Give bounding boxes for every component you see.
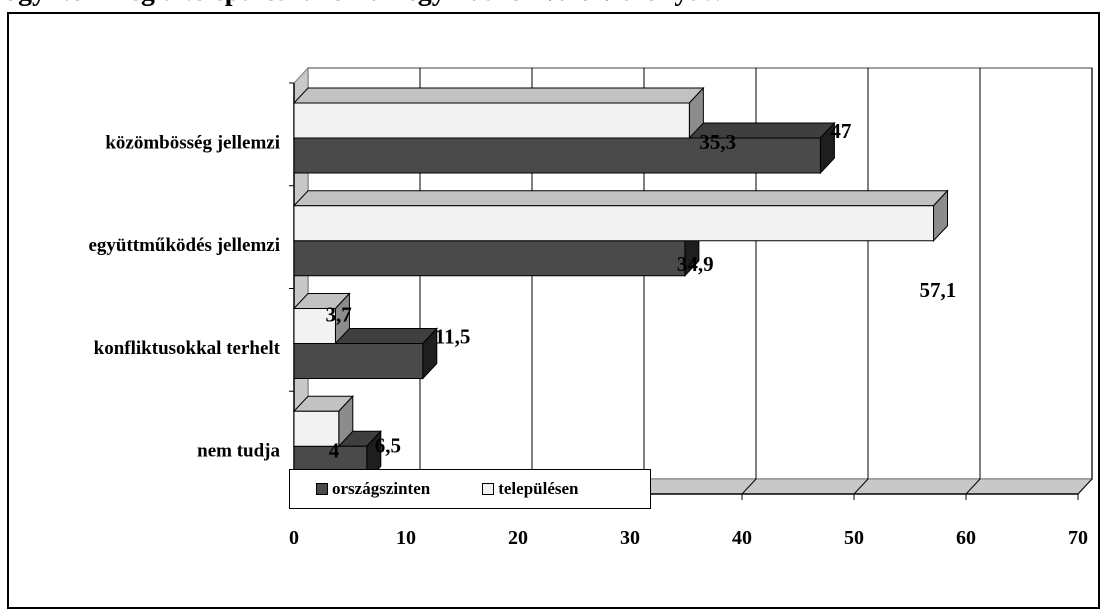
bar-top: [292, 190, 949, 207]
bar: [293, 205, 935, 242]
category-label: közömbösség jellemzi: [105, 132, 280, 153]
bar: [293, 308, 336, 344]
data-label: 34,9: [677, 252, 714, 276]
legend-item-orszagszinten: országszinten: [316, 479, 430, 499]
bar: [293, 343, 424, 379]
data-label: 35,3: [699, 130, 736, 154]
legend-item-telepulesen: településen: [482, 479, 579, 499]
x-tick-label: 50: [844, 527, 864, 549]
category-label: nem tudja: [197, 441, 280, 462]
category-label: konfliktusokkal terhelt: [94, 338, 281, 359]
floor-gridline: [853, 478, 869, 495]
x-tick-label: 20: [508, 527, 528, 549]
x-tick-label: 70: [1068, 527, 1088, 549]
floor-gridline: [1077, 478, 1093, 495]
data-label: 57,1: [920, 278, 957, 302]
bar: [293, 240, 686, 277]
page-title: ogy ítéli meg a település lakóinak egymá…: [4, 0, 726, 8]
floor-gridline: [741, 478, 757, 495]
x-tick-label: 40: [732, 527, 752, 549]
legend-label-telepulesen: településen: [498, 479, 579, 498]
legend-label-orszagszinten: országszinten: [332, 479, 431, 498]
data-label: 3,7: [325, 303, 351, 327]
legend-swatch-telepulesen: [482, 483, 495, 495]
x-tick-label: 30: [620, 527, 640, 549]
bar: [293, 137, 821, 174]
bar-top: [292, 87, 705, 104]
data-label: 47: [830, 119, 851, 143]
category-label: együttműködés jellemzi: [88, 235, 280, 256]
bar: [293, 102, 690, 139]
bar: [293, 410, 340, 447]
legend-swatch-orszagszinten: [316, 483, 328, 495]
data-label: 6,5: [375, 433, 401, 457]
data-label: 4: [329, 438, 340, 462]
x-tick-label: 0: [289, 527, 299, 549]
data-label: 11,5: [435, 325, 471, 349]
x-tick-label: 10: [396, 527, 416, 549]
chart-frame: [7, 12, 1100, 609]
legend: országszinten településen: [289, 469, 651, 509]
floor-gridline: [965, 478, 981, 495]
x-tick-label: 60: [956, 527, 976, 549]
